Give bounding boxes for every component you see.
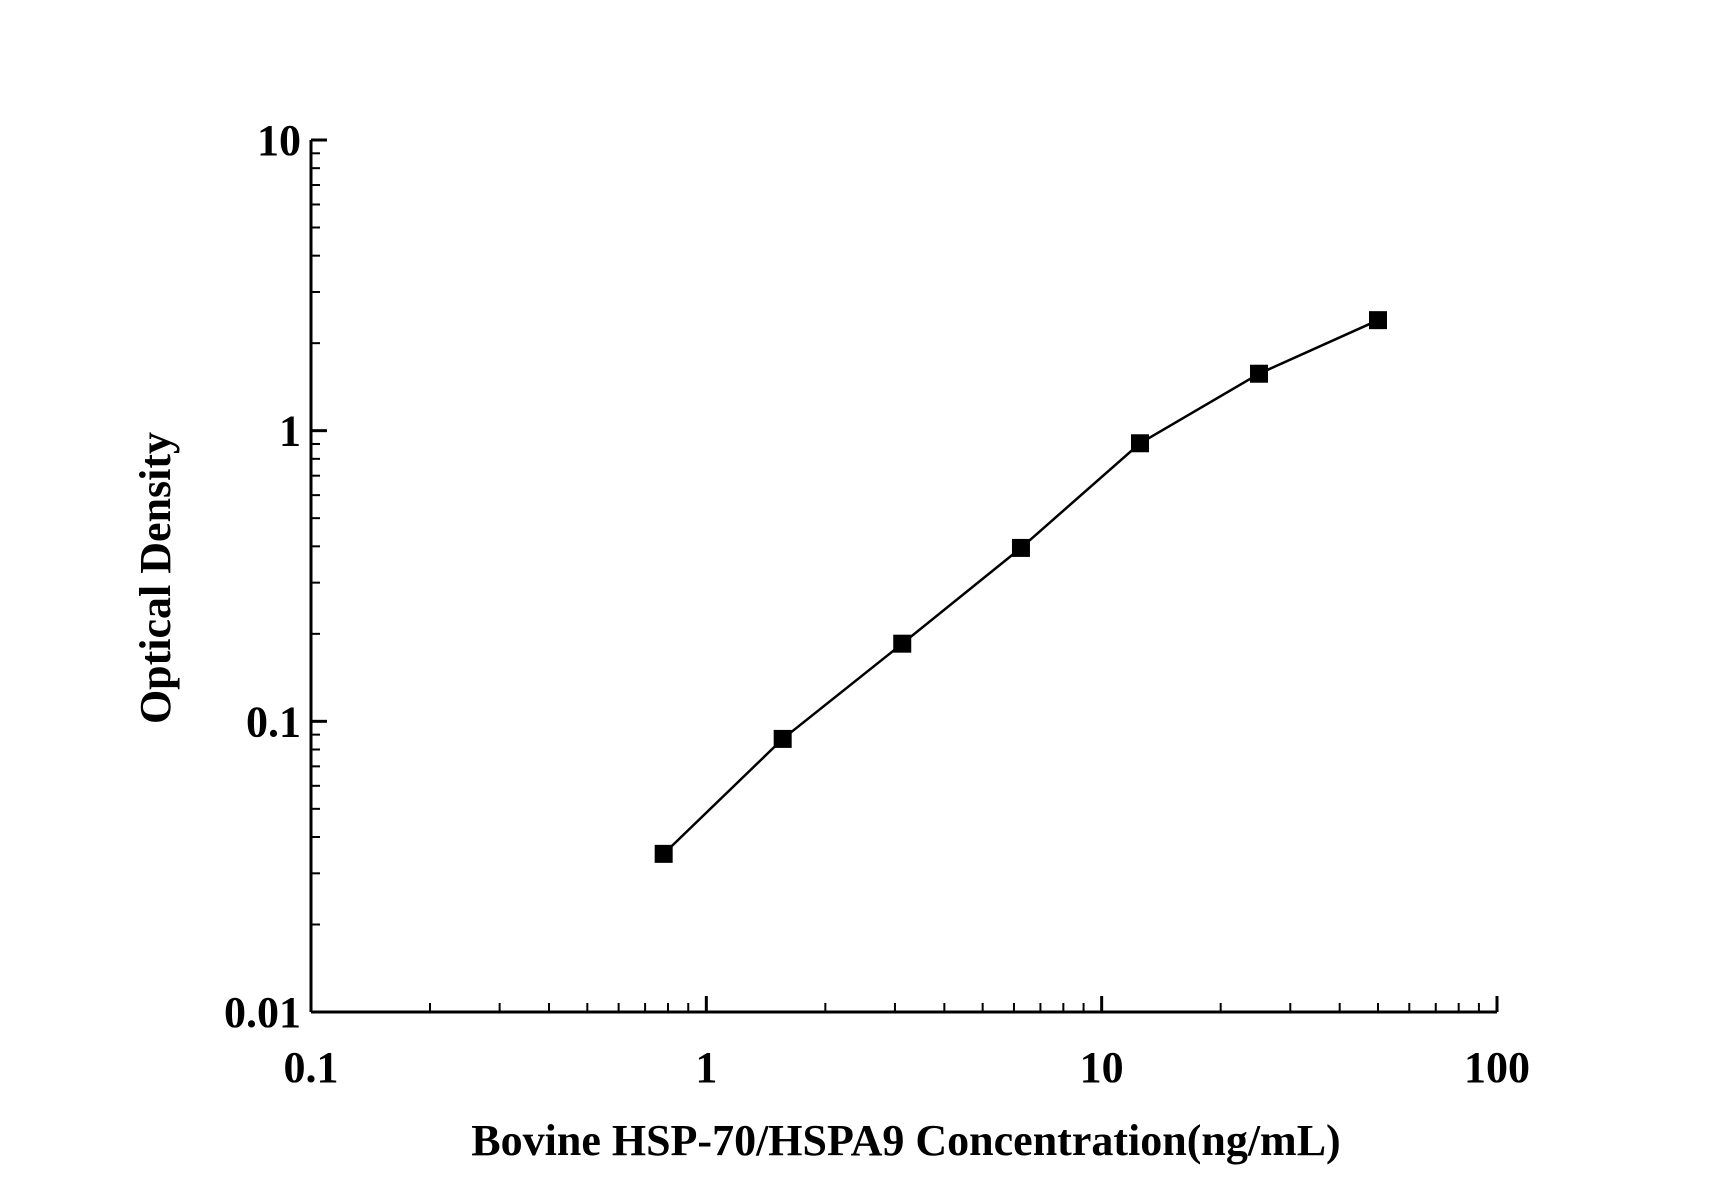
y-axis-title: Optical Density (131, 432, 180, 724)
data-point-marker (1011, 538, 1030, 557)
markers (654, 311, 1387, 863)
series-line-path (662, 319, 1379, 855)
series-line (662, 319, 1379, 855)
x-tick-label: 1 (695, 1043, 717, 1092)
major-ticks (309, 138, 1499, 1014)
data-point-marker (1249, 364, 1268, 383)
y-tick-label: 10 (257, 116, 301, 165)
tick-labels: 0.1 1 10 100 0.01 0.1 1 10 (224, 116, 1530, 1092)
x-axis-title: Bovine HSP-70/HSPA9 Concentration(ng/mL) (471, 1116, 1340, 1165)
minor-ticks (311, 152, 1480, 1012)
data-point-marker (654, 844, 673, 863)
data-point-marker (773, 729, 792, 748)
x-tick-label: 10 (1080, 1043, 1124, 1092)
axes (309, 140, 1497, 1014)
data-point-marker (1368, 311, 1387, 330)
y-tick-label: 0.1 (246, 697, 301, 746)
y-tick-label: 0.01 (224, 988, 301, 1037)
y-tick-label: 1 (279, 407, 301, 456)
data-point-marker (1130, 434, 1149, 453)
data-point-marker (893, 634, 912, 653)
x-tick-label: 0.1 (284, 1043, 339, 1092)
x-tick-label: 100 (1464, 1043, 1530, 1092)
